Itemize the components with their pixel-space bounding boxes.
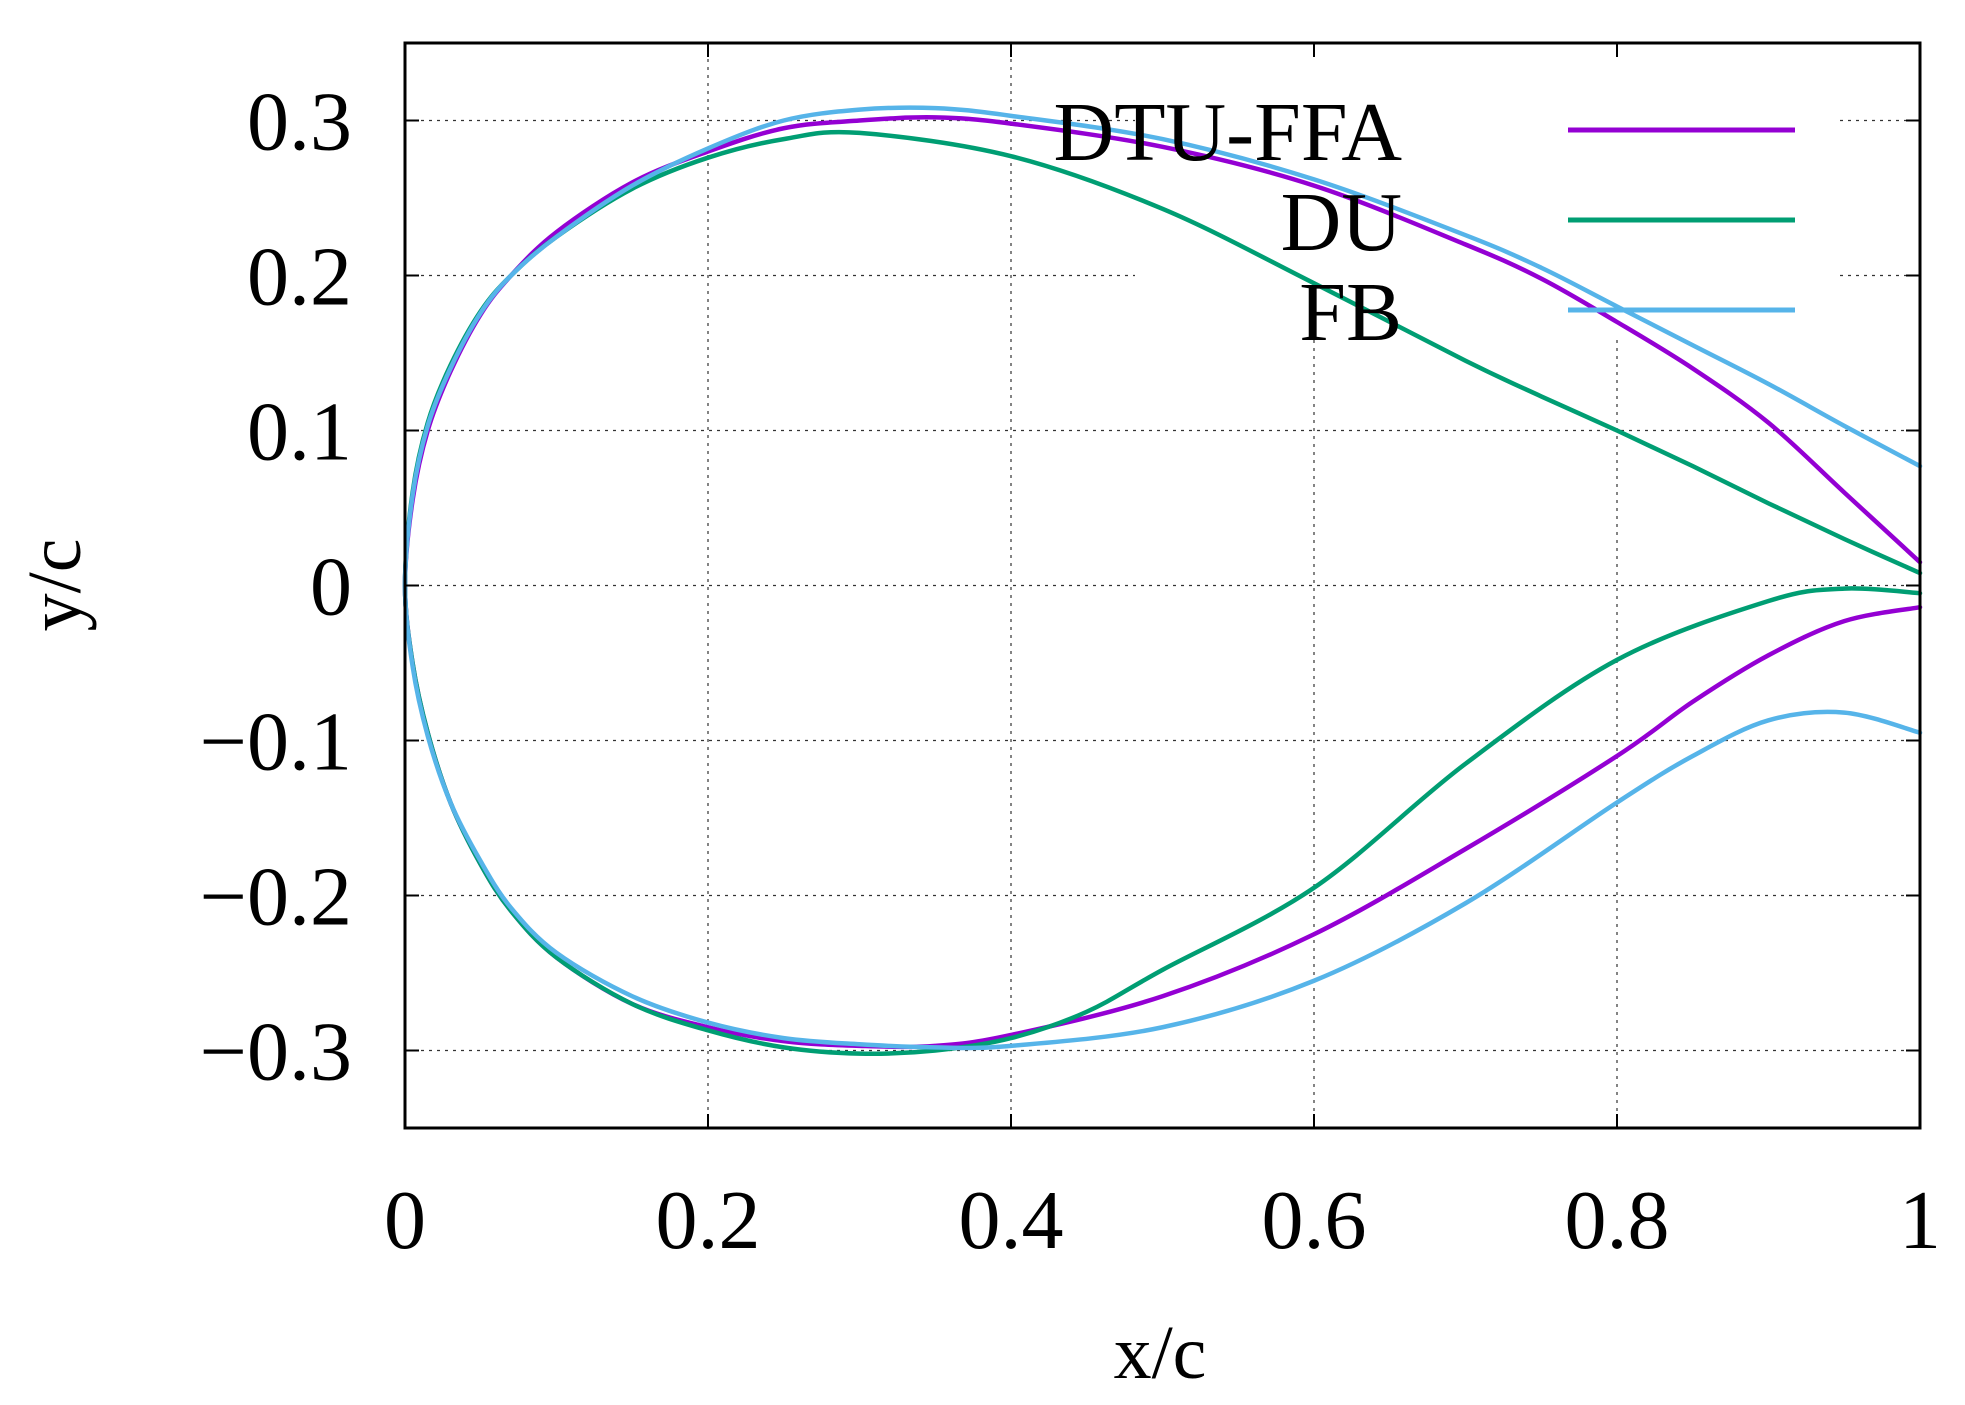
- y-tick-label: 0.2: [247, 231, 352, 324]
- x-axis-title: x/c: [1114, 1311, 1207, 1395]
- x-tick-label: 0.2: [656, 1174, 761, 1267]
- y-tick-label: 0.1: [247, 386, 352, 479]
- x-tick-label: 0: [384, 1174, 426, 1267]
- axis-ticks: [404, 43, 1921, 1128]
- grid: [405, 43, 1920, 1128]
- y-tick-label: −0.3: [200, 1006, 352, 1099]
- tick-labels: 0 0.2 0.4 0.6 0.8 1 0.3 0.2 0.1 0 −0.1 −0.2 −0.3: [200, 76, 1941, 1268]
- y-tick-label: 0: [310, 541, 352, 634]
- legend-label-du: DU: [1281, 176, 1402, 269]
- y-tick-label: 0.3: [247, 76, 352, 169]
- y-tick-label: −0.2: [200, 851, 352, 944]
- legend-label-fb: FB: [1299, 266, 1402, 359]
- legend-label-dtu-ffa: DTU-FFA: [1054, 86, 1403, 179]
- x-tick-label: 0.8: [1565, 1174, 1670, 1267]
- x-tick-label: 0.6: [1262, 1174, 1367, 1267]
- y-axis-title: y/c: [13, 539, 97, 632]
- x-tick-label: 1: [1899, 1174, 1941, 1267]
- x-tick-label: 0.4: [959, 1174, 1064, 1267]
- y-tick-label: −0.1: [200, 696, 352, 789]
